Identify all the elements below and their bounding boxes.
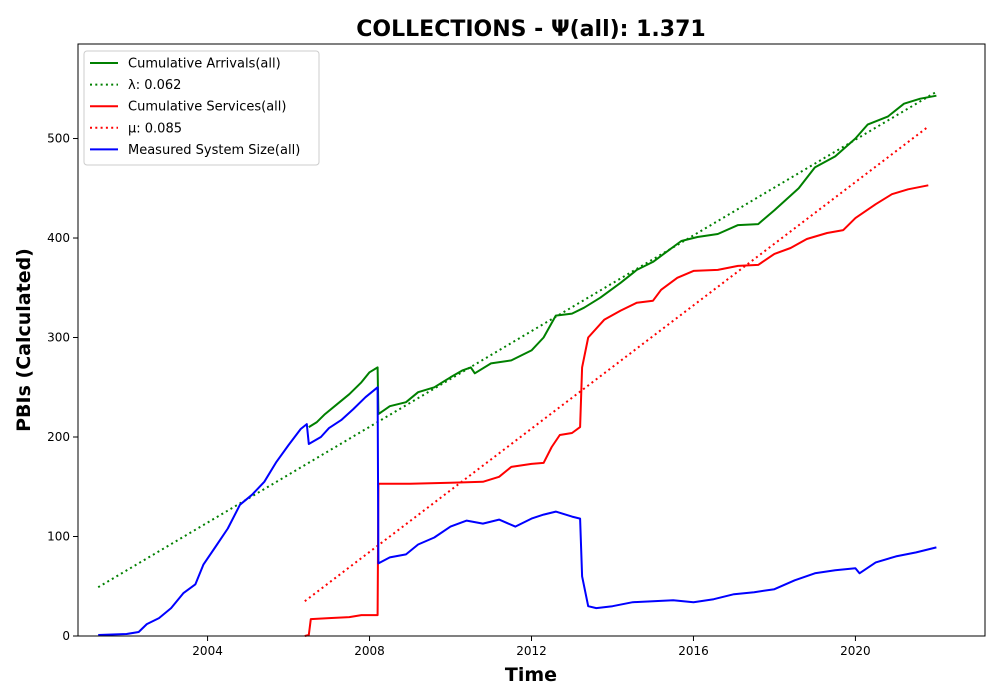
- y-tick-label: 300: [47, 331, 70, 345]
- series-layer: [97, 90, 937, 637]
- legend-label-4: Measured System Size(all): [128, 143, 300, 158]
- series-line-3: [304, 125, 929, 602]
- series-line-0: [308, 94, 937, 428]
- x-axis-label: Time: [505, 664, 557, 686]
- x-tick-label: 2004: [192, 644, 223, 658]
- legend-box: [83, 50, 320, 166]
- series-line-2: [304, 184, 929, 637]
- legend: Cumulative Arrivals(all) λ: 0.062 Cumulati…: [83, 50, 320, 166]
- x-tick-label: 2008: [354, 644, 385, 658]
- legend-label-2: Cumulative Services(all): [128, 100, 286, 115]
- axis-layer: 2004 2008 2012 2016 2020 0 100 200 300 400 500: [47, 132, 871, 658]
- series-line-1: [97, 90, 937, 589]
- legend-label-0: Cumulative Arrivals(all): [128, 57, 281, 72]
- y-axis-label: PBIs (Calculated): [13, 248, 35, 432]
- series-line-4: [98, 386, 937, 636]
- legend-label-3: μ: 0.085: [128, 121, 182, 136]
- y-tick-label: 200: [47, 430, 70, 444]
- x-tick-label: 2012: [516, 644, 547, 658]
- y-tick-label: 100: [47, 530, 70, 544]
- x-tick-label: 2016: [678, 644, 709, 658]
- chart-title: COLLECTIONS - Ψ(all): 1.371: [356, 17, 705, 42]
- y-tick-label: 0: [62, 629, 70, 643]
- y-tick-label: 400: [47, 231, 70, 245]
- plot-frame: [77, 43, 986, 637]
- x-tick-label: 2020: [840, 644, 871, 658]
- legend-label-1: λ: 0.062: [128, 78, 181, 93]
- y-tick-label: 500: [47, 132, 70, 146]
